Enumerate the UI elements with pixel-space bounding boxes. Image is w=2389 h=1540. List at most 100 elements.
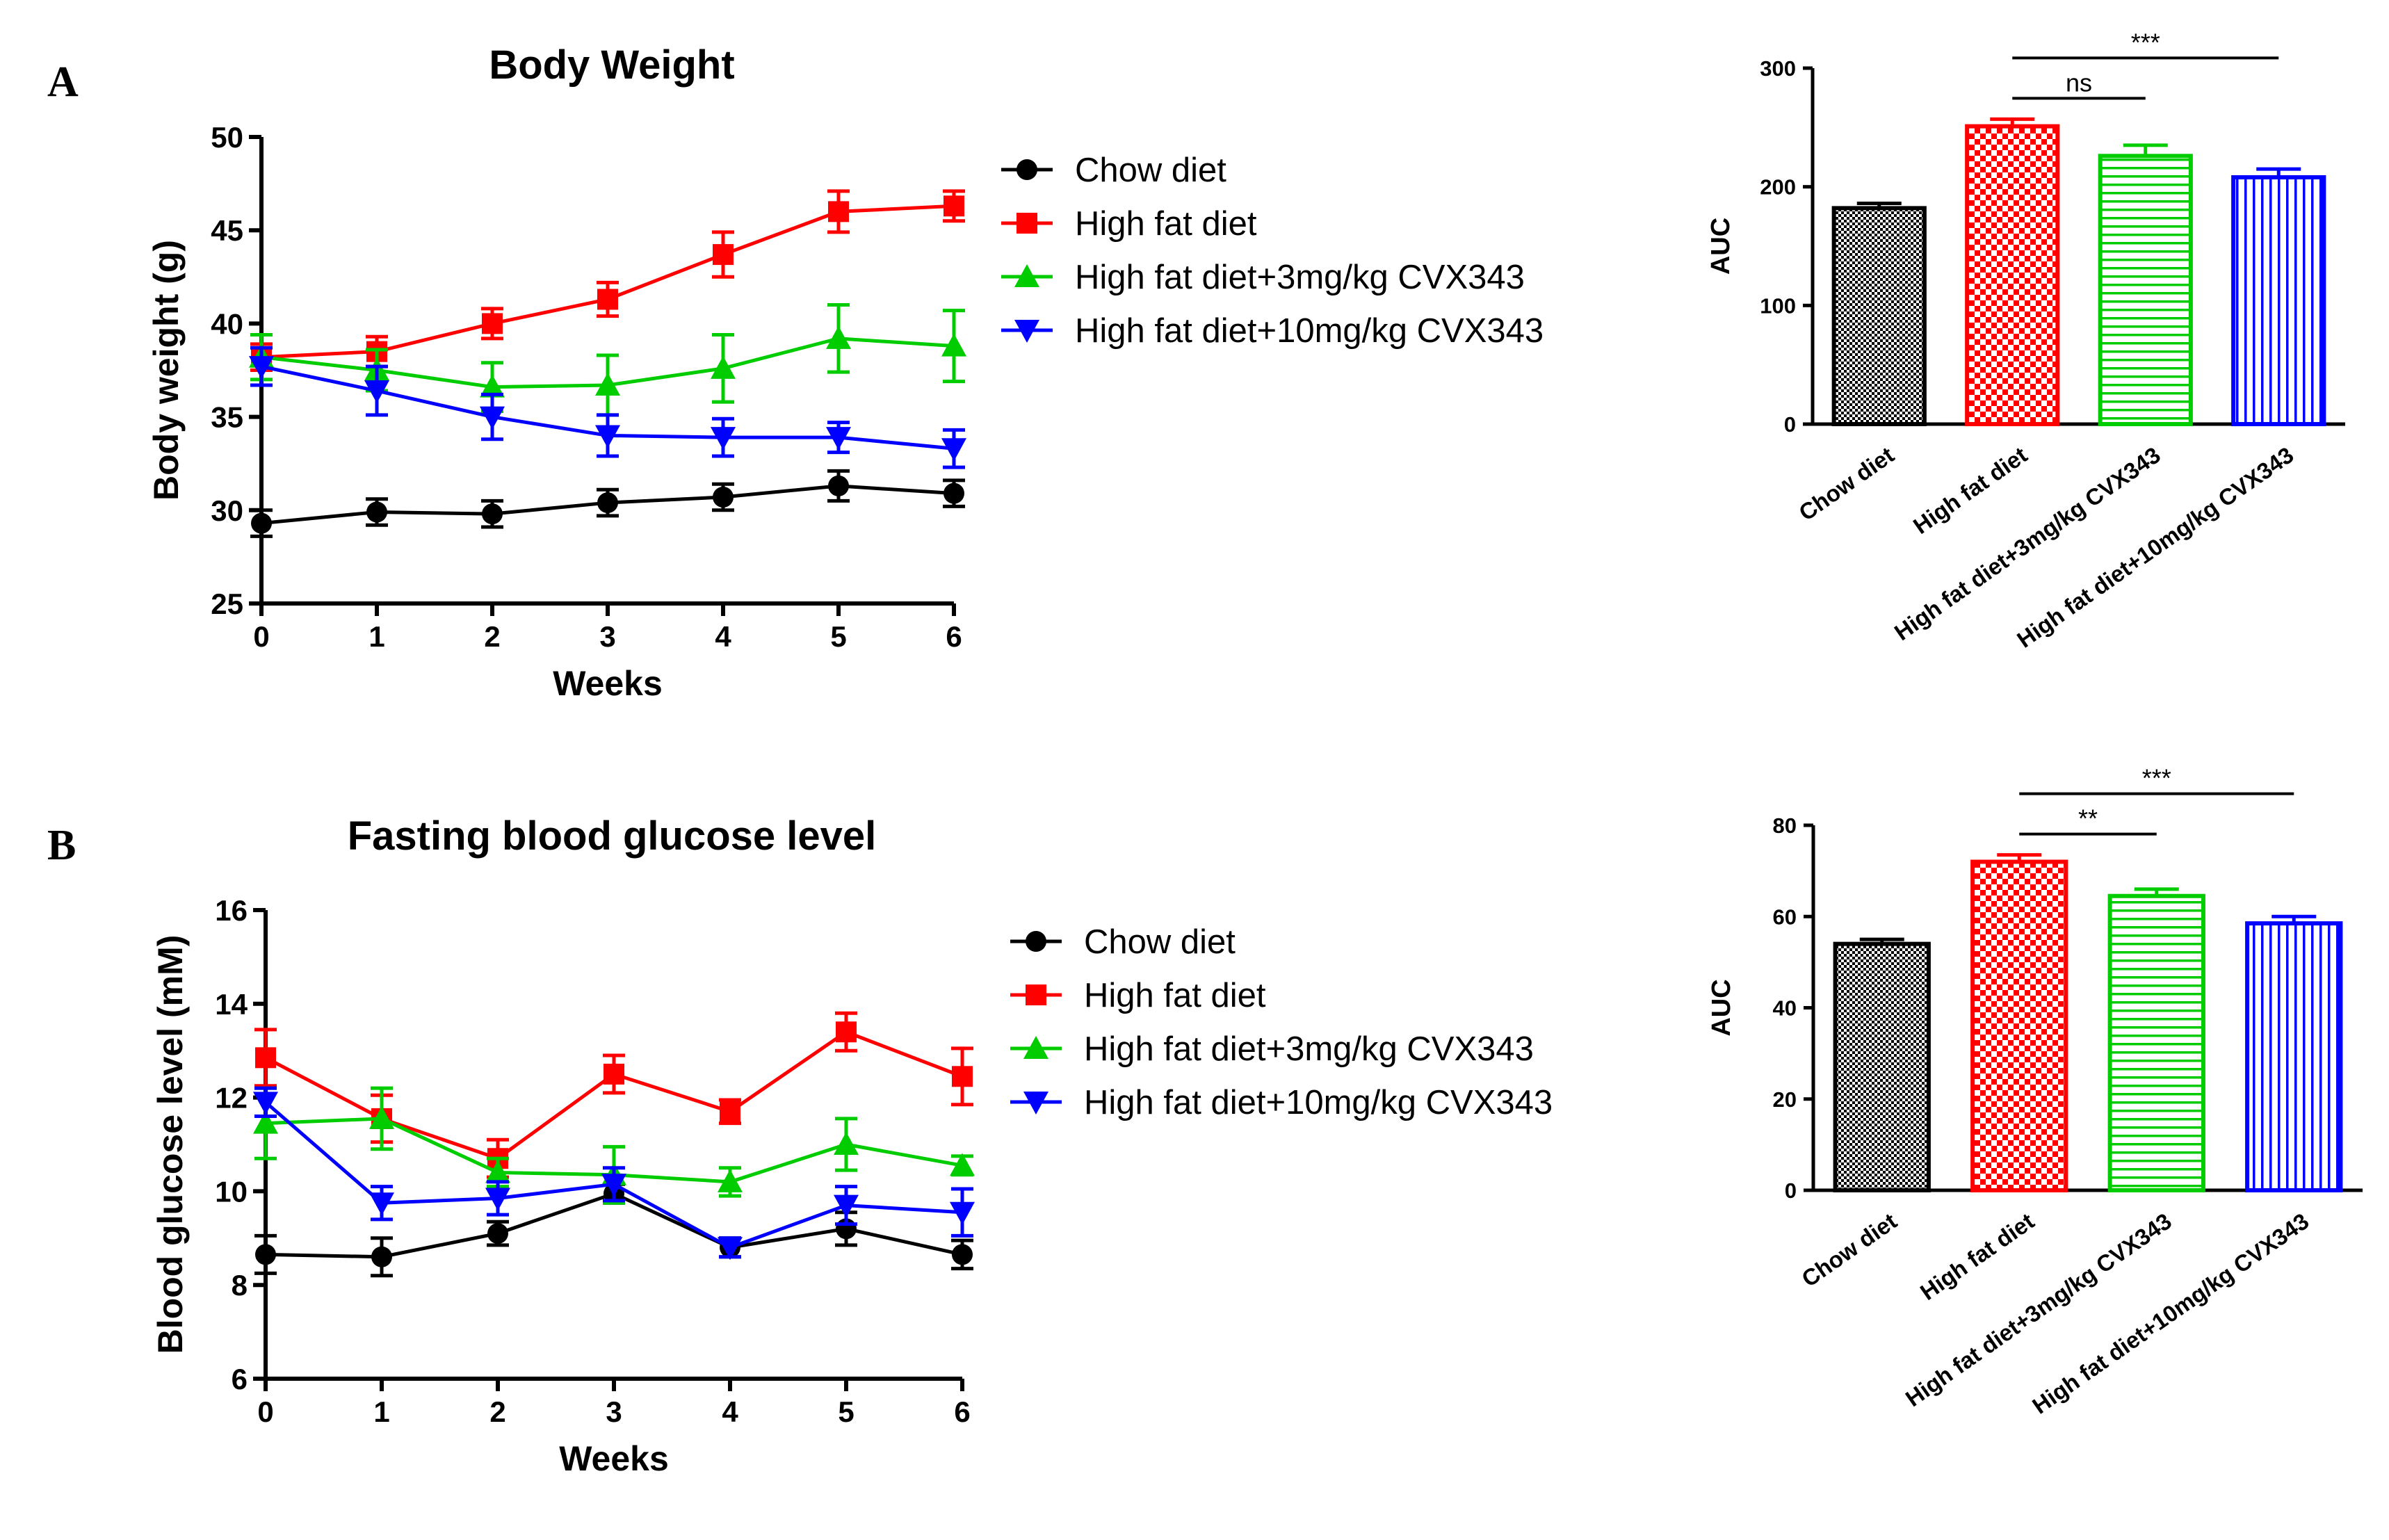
y-tick-label: 30 bbox=[211, 494, 243, 527]
legend-marker bbox=[1017, 213, 1037, 234]
category-label: High fat diet bbox=[1909, 441, 2032, 539]
y-tick-label: 12 bbox=[215, 1082, 248, 1115]
y-tick-label: 45 bbox=[211, 214, 243, 247]
data-point bbox=[597, 289, 618, 310]
bar bbox=[2231, 175, 2326, 426]
data-point bbox=[941, 333, 966, 357]
data-point bbox=[826, 427, 851, 451]
data-point bbox=[251, 512, 272, 534]
bar bbox=[1833, 941, 1931, 1192]
bar bbox=[1831, 206, 1927, 426]
category-label: High fat diet+3mg/kg CVX343 bbox=[1890, 441, 2165, 645]
data-point bbox=[941, 438, 966, 462]
data-point bbox=[480, 406, 505, 430]
data-point bbox=[253, 1110, 278, 1134]
category-label: High fat diet bbox=[1916, 1208, 2039, 1305]
x-tick-label: 2 bbox=[489, 1395, 505, 1428]
data-point bbox=[952, 1244, 973, 1265]
legend-entry: High fat diet+10mg/kg CVX343 bbox=[1075, 312, 1544, 350]
data-point bbox=[713, 244, 734, 266]
y-tick-label: 0 bbox=[1784, 412, 1796, 437]
data-point bbox=[480, 374, 505, 398]
panel-label-a: A bbox=[47, 58, 79, 106]
bar bbox=[2098, 154, 2193, 426]
significance-label: *** bbox=[2131, 28, 2160, 56]
x-tick-label: 4 bbox=[722, 1395, 738, 1428]
series-line bbox=[264, 1030, 963, 1161]
y-tick-label: 50 bbox=[211, 121, 243, 154]
data-point bbox=[485, 1160, 510, 1183]
data-point bbox=[826, 325, 851, 349]
data-point bbox=[595, 372, 620, 396]
y-tick-label: 8 bbox=[232, 1269, 248, 1302]
x-axis-label: Weeks bbox=[559, 1439, 669, 1478]
panel-label-b: B bbox=[47, 822, 76, 869]
x-tick-label: 3 bbox=[606, 1395, 622, 1428]
y-tick-label: 0 bbox=[1785, 1178, 1797, 1203]
legend-entry: Chow diet bbox=[1075, 152, 1226, 189]
y-tick-label: 35 bbox=[211, 401, 243, 434]
data-point bbox=[834, 1194, 859, 1218]
data-point bbox=[369, 1105, 394, 1129]
category-label: High fat diet+10mg/kg CVX343 bbox=[2027, 1208, 2313, 1418]
bar bbox=[1965, 124, 2060, 426]
y-axis-label: AUC bbox=[1707, 979, 1736, 1036]
chart-title: Fasting blood glucose level bbox=[348, 813, 877, 859]
x-tick-label: 1 bbox=[373, 1395, 389, 1428]
bar bbox=[2107, 893, 2205, 1192]
x-axis-label: Weeks bbox=[553, 664, 663, 703]
legend-entry: High fat diet+3mg/kg CVX343 bbox=[1084, 1030, 1534, 1068]
x-tick-label: 6 bbox=[946, 620, 962, 653]
y-axis-label: AUC bbox=[1706, 218, 1735, 275]
data-point bbox=[952, 1066, 973, 1087]
y-tick-label: 40 bbox=[1773, 996, 1797, 1021]
data-point bbox=[711, 355, 736, 379]
data-point bbox=[249, 356, 274, 380]
x-tick-label: 4 bbox=[715, 620, 731, 653]
data-point bbox=[950, 1153, 975, 1176]
x-tick-label: 5 bbox=[838, 1395, 854, 1428]
data-point bbox=[482, 503, 503, 525]
chart-title: Body Weight bbox=[489, 42, 734, 88]
category-label: Chow diet bbox=[1794, 441, 1898, 526]
category-label: High fat diet+3mg/kg CVX343 bbox=[1901, 1208, 2176, 1411]
data-point bbox=[713, 487, 734, 508]
data-point bbox=[482, 313, 503, 334]
data-point bbox=[255, 1244, 276, 1265]
data-point bbox=[836, 1021, 857, 1043]
y-tick-label: 200 bbox=[1760, 175, 1796, 200]
y-tick-label: 16 bbox=[215, 894, 248, 927]
data-point bbox=[255, 1047, 276, 1069]
y-tick-label: 40 bbox=[211, 307, 243, 340]
y-tick-label: 10 bbox=[215, 1175, 248, 1208]
y-axis-label: Blood glucose level (mM) bbox=[151, 935, 190, 1354]
data-point bbox=[944, 483, 964, 504]
y-tick-label: 300 bbox=[1760, 56, 1796, 81]
data-point bbox=[828, 475, 849, 496]
y-tick-label: 100 bbox=[1760, 293, 1796, 318]
data-point bbox=[369, 1192, 394, 1216]
data-point bbox=[711, 427, 736, 451]
significance-label: *** bbox=[2142, 764, 2171, 793]
category-label: Chow diet bbox=[1797, 1208, 1901, 1292]
x-tick-label: 5 bbox=[830, 620, 846, 653]
data-point bbox=[364, 380, 389, 404]
data-point bbox=[720, 1101, 740, 1122]
y-tick-label: 14 bbox=[215, 988, 248, 1021]
data-point bbox=[485, 1188, 510, 1211]
significance-label: ns bbox=[2066, 68, 2092, 97]
y-tick-label: 25 bbox=[211, 587, 243, 620]
legend-entry: High fat diet bbox=[1075, 205, 1257, 243]
chart-body-weight-auc: 0 100 200 300 AUC Chow diet High fat dietHigh … bbox=[1706, 28, 2345, 653]
data-point bbox=[604, 1063, 624, 1085]
legend-marker bbox=[1023, 1092, 1048, 1115]
data-point bbox=[366, 501, 387, 523]
y-tick-label: 20 bbox=[1773, 1087, 1797, 1112]
bar bbox=[1970, 859, 2068, 1192]
data-point bbox=[828, 201, 849, 222]
y-axis-label: Body weight (g) bbox=[147, 240, 186, 501]
data-point bbox=[253, 1092, 278, 1115]
